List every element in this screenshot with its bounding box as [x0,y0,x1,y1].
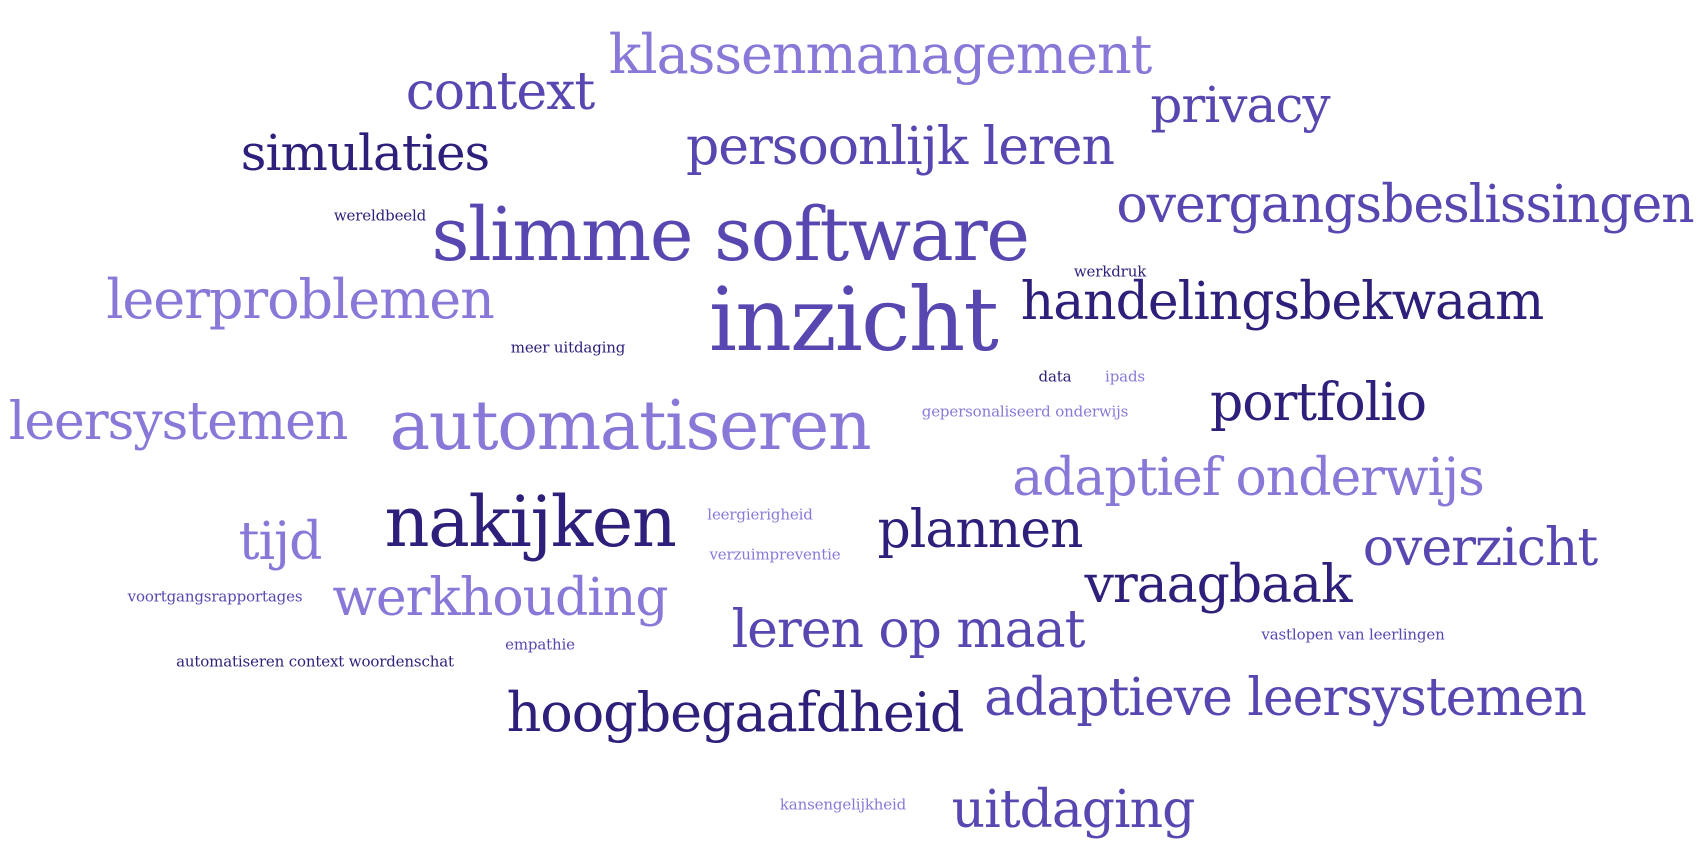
word-leren-op-maat: leren op maat [731,600,1086,660]
word-plannen: plannen [877,500,1084,560]
word-hoogbegaafdheid: hoogbegaafdheid [506,681,965,744]
word-automatiseren-context-woordenschat: automatiseren context woordenschat [176,652,454,671]
word-vraagbaak: vraagbaak [1084,555,1353,615]
word-kansengelijkheid: kansengelijkheid [779,795,907,814]
word-overzicht: overzicht [1362,518,1599,578]
word-empathie: empathie [505,635,575,654]
word-gepersonaliseerd-onderwijs: gepersonaliseerd onderwijs [921,402,1129,421]
word-portfolio: portfolio [1209,373,1427,433]
word-simulaties: simulaties [240,124,490,182]
word-ipads: ipads [1105,367,1145,386]
word-klassenmanagement: klassenmanagement [608,23,1153,86]
word-adaptieve-leersystemen: adaptieve leersystemen [984,668,1587,728]
word-persoonlijk-leren: persoonlijk leren [686,117,1115,177]
word-leerproblemen: leerproblemen [106,268,495,331]
word-wereldbeeld: wereldbeeld [333,206,427,225]
word-nakijken: nakijken [384,481,676,563]
word-vastlopen-van-leerlingen: vastlopen van leerlingen [1261,625,1445,644]
word-werkhouding: werkhouding [332,568,668,628]
word-tijd: tijd [238,512,323,572]
word-uitdaging: uitdaging [951,780,1196,840]
word-context: context [405,62,596,122]
word-automatiseren: automatiseren [389,387,872,466]
word-verzuimpreventie: verzuimpreventie [709,545,841,564]
word-leergierigheid: leergierigheid [707,505,813,524]
word-leersystemen: leersystemen [8,392,349,452]
word-inzicht: inzicht [708,268,999,371]
word-overgangsbeslissingen: overgangsbeslissingen [1116,175,1694,235]
word-privacy: privacy [1150,76,1330,134]
word-adaptief-onderwijs: adaptief onderwijs [1012,448,1485,508]
word-meer-uitdaging: meer uitdaging [510,338,626,357]
word-voortgangsrapportages: voortgangsrapportages [127,587,303,606]
word-werkdruk: werkdruk [1073,262,1147,281]
word-handelingsbekwaam: handelingsbekwaam [1020,272,1545,332]
word-slimme-software: slimme software [431,192,1030,278]
word-data: data [1038,367,1072,386]
